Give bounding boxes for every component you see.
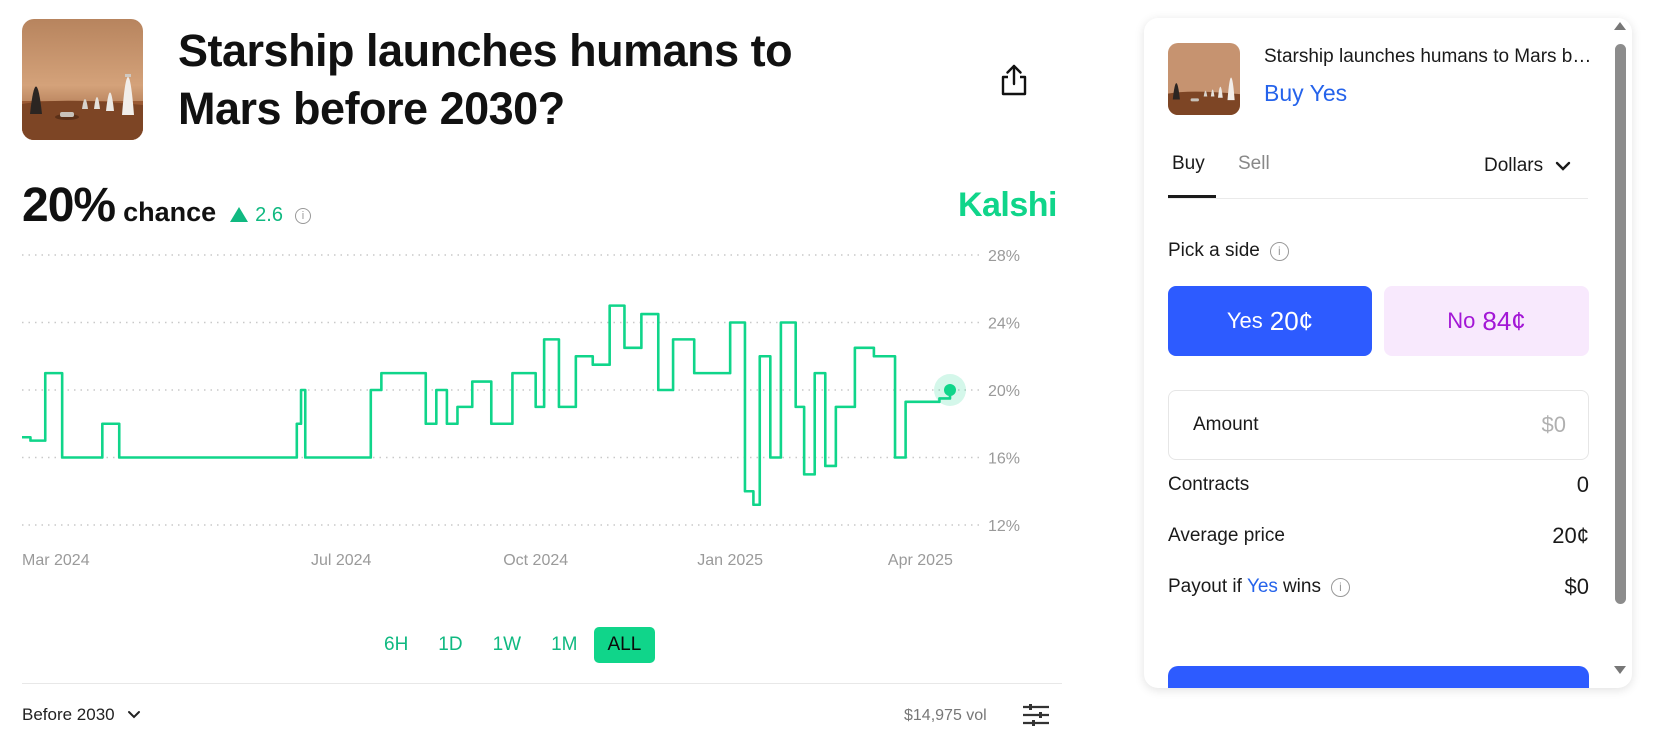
contracts-label: Contracts [1168, 474, 1250, 495]
order-thumbnail [1168, 43, 1240, 115]
share-icon [1001, 64, 1027, 96]
market-volume: $14,975 vol [904, 707, 987, 724]
starship-thumbnail [1168, 43, 1240, 115]
chart-settings-button[interactable] [1020, 700, 1052, 730]
yes-label: Yes [1226, 308, 1263, 333]
tab-buy[interactable]: Buy [1172, 153, 1205, 174]
sliders-icon [1023, 704, 1049, 726]
share-button[interactable] [996, 60, 1032, 100]
no-label: No [1447, 308, 1476, 333]
average-price-label: Average price [1168, 525, 1285, 546]
chevron-down-icon [127, 711, 140, 719]
info-icon[interactable]: i [1330, 577, 1350, 597]
outcome-selector[interactable]: Before 2030 [22, 705, 141, 725]
contracts-value: 0 [1576, 472, 1589, 497]
active-tab-indicator [1168, 195, 1216, 198]
payout-prefix: Payout if [1168, 576, 1242, 597]
scroll-up-arrow-icon[interactable] [1614, 22, 1626, 30]
current-point [944, 384, 956, 396]
order-side-label: Buy Yes [1264, 80, 1348, 106]
order-market-title: Starship launches humans to Mars before … [1264, 46, 1594, 67]
market-thumbnail [22, 19, 143, 140]
probability-delta: 2.6 [230, 204, 283, 227]
scrollbar-thumb[interactable] [1615, 44, 1626, 604]
scroll-down-arrow-icon[interactable] [1614, 666, 1626, 674]
payout-label: Payout if Yes wins i [1168, 576, 1350, 598]
range-tab-1m[interactable]: 1M [551, 634, 578, 655]
payout-suffix: wins [1282, 576, 1321, 597]
submit-order-button[interactable] [1168, 666, 1589, 688]
payout-yes: Yes [1246, 576, 1278, 597]
order-panel-scrollbar[interactable] [1614, 22, 1628, 682]
pick-side-text: Pick a side [1168, 240, 1260, 261]
average-price-row: Average price 20¢ [1168, 523, 1589, 549]
amount-placeholder: $0 [1541, 412, 1566, 437]
starship-thumbnail [22, 19, 143, 140]
y-tick-label: 16% [988, 451, 1020, 468]
range-tabs: 6H 1D 1W 1M ALL [370, 627, 656, 663]
tabs-divider [1168, 198, 1588, 199]
y-tick-label: 28% [988, 250, 1020, 265]
average-price-value: 20¢ [1552, 523, 1589, 548]
x-tick-label: Oct 2024 [503, 552, 568, 569]
info-icon[interactable]: i [1269, 241, 1289, 261]
yes-price: 20¢ [1269, 305, 1314, 336]
contracts-row: Contracts 0 [1168, 472, 1589, 498]
pick-side-label: Pick a side i [1168, 240, 1289, 262]
amount-label: Amount [1193, 414, 1259, 435]
probability-label: chance [123, 197, 217, 227]
y-tick-label: 20% [988, 383, 1020, 400]
market-title: Starship launches humans to Mars before … [178, 25, 793, 134]
info-icon[interactable]: i [294, 208, 311, 224]
x-tick-label: Apr 2025 [888, 552, 953, 569]
x-tick-label: Mar 2024 [22, 552, 90, 569]
delta-value: 2.6 [255, 204, 283, 226]
unit-selector[interactable]: Dollars [1484, 155, 1571, 177]
unit-selector-label: Dollars [1484, 155, 1544, 176]
probability-row: 20% chance 2.6 i [22, 178, 311, 233]
chevron-down-icon [1555, 161, 1571, 171]
range-tab-6h[interactable]: 6H [384, 634, 409, 655]
amount-field[interactable]: Amount $0 [1168, 390, 1589, 460]
price-chart: 28% 24% 20% 16% 12% Mar 2024 Jul 2024 Oct 2024 J… [0, 250, 1070, 610]
range-tab-all[interactable]: ALL [593, 627, 656, 663]
price-chart-svg: 28% 24% 20% 16% 12% Mar 2024 Jul 2024 Oct 2024 J… [22, 250, 1020, 569]
range-tab-1w[interactable]: 1W [492, 634, 522, 655]
source-logo: Kalshi [957, 186, 1058, 224]
triangle-up-icon [230, 207, 249, 222]
payout-row: Payout if Yes wins i $0 [1168, 574, 1589, 600]
yes-button[interactable]: Yes 20¢ [1168, 286, 1372, 356]
probability-value: 20% [22, 179, 116, 232]
y-tick-label: 12% [988, 518, 1020, 535]
no-price: 84¢ [1482, 305, 1526, 336]
y-tick-label: 24% [988, 316, 1020, 333]
payout-value: $0 [1564, 574, 1589, 599]
x-tick-label: Jan 2025 [697, 552, 763, 569]
tab-sell[interactable]: Sell [1238, 153, 1270, 174]
order-panel: Starship launches humans to Mars before … [1144, 18, 1632, 688]
x-tick-label: Jul 2024 [311, 552, 372, 569]
series-line [22, 304, 952, 507]
range-tab-1d[interactable]: 1D [438, 634, 463, 655]
divider [22, 683, 1062, 684]
no-button[interactable]: No 84¢ [1384, 286, 1589, 356]
outcome-selector-label: Before 2030 [22, 705, 115, 724]
